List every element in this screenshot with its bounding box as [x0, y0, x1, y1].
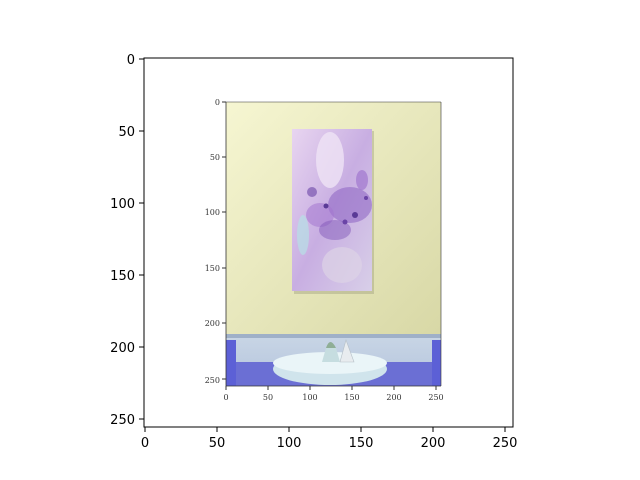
outer-y-tick-label: 250 — [110, 413, 135, 428]
inner-y-tick-label: 0 — [215, 98, 220, 107]
outer-x-tick-label: 250 — [493, 436, 518, 451]
inner-x-tick-label: 150 — [344, 393, 359, 402]
outer-y-tick-label: 200 — [110, 341, 135, 356]
embedded-photo: 0 50 100 150 200 250 0 50 100 150 200 25… — [205, 98, 444, 402]
vase — [322, 348, 340, 362]
inner-y-tick-label: 250 — [205, 376, 220, 385]
inner-x-tick-label: 50 — [263, 393, 273, 402]
inner-y-tick-label: 50 — [210, 153, 220, 162]
outer-x-tick-label: 0 — [141, 436, 149, 451]
outer-x-tick-label: 100 — [277, 436, 302, 451]
outer-x-tick-label: 50 — [209, 436, 226, 451]
inner-y-tick-label: 150 — [205, 264, 220, 273]
inner-x-tick-label: 200 — [386, 393, 401, 402]
outer-x-ticks: 0 50 100 150 200 250 — [141, 427, 518, 451]
inner-x-tick-label: 250 — [428, 393, 443, 402]
inner-y-ticks: 0 50 100 150 200 250 — [205, 98, 226, 385]
inner-x-tick-label: 100 — [302, 393, 317, 402]
decor-pyramid — [339, 339, 355, 363]
outer-y-ticks: 0 50 100 150 200 250 — [110, 53, 144, 428]
outer-y-tick-label: 100 — [110, 197, 135, 212]
outer-x-tick-label: 200 — [421, 436, 446, 451]
inner-y-tick-label: 100 — [205, 208, 220, 217]
inner-y-tick-label: 200 — [205, 319, 220, 328]
outer-y-tick-label: 0 — [127, 53, 135, 68]
inner-x-ticks: 0 50 100 150 200 250 — [223, 386, 444, 402]
outer-y-tick-label: 150 — [110, 269, 135, 284]
outer-x-tick-label: 150 — [349, 436, 374, 451]
outer-y-tick-label: 50 — [118, 125, 135, 140]
inner-x-tick-label: 0 — [223, 393, 228, 402]
